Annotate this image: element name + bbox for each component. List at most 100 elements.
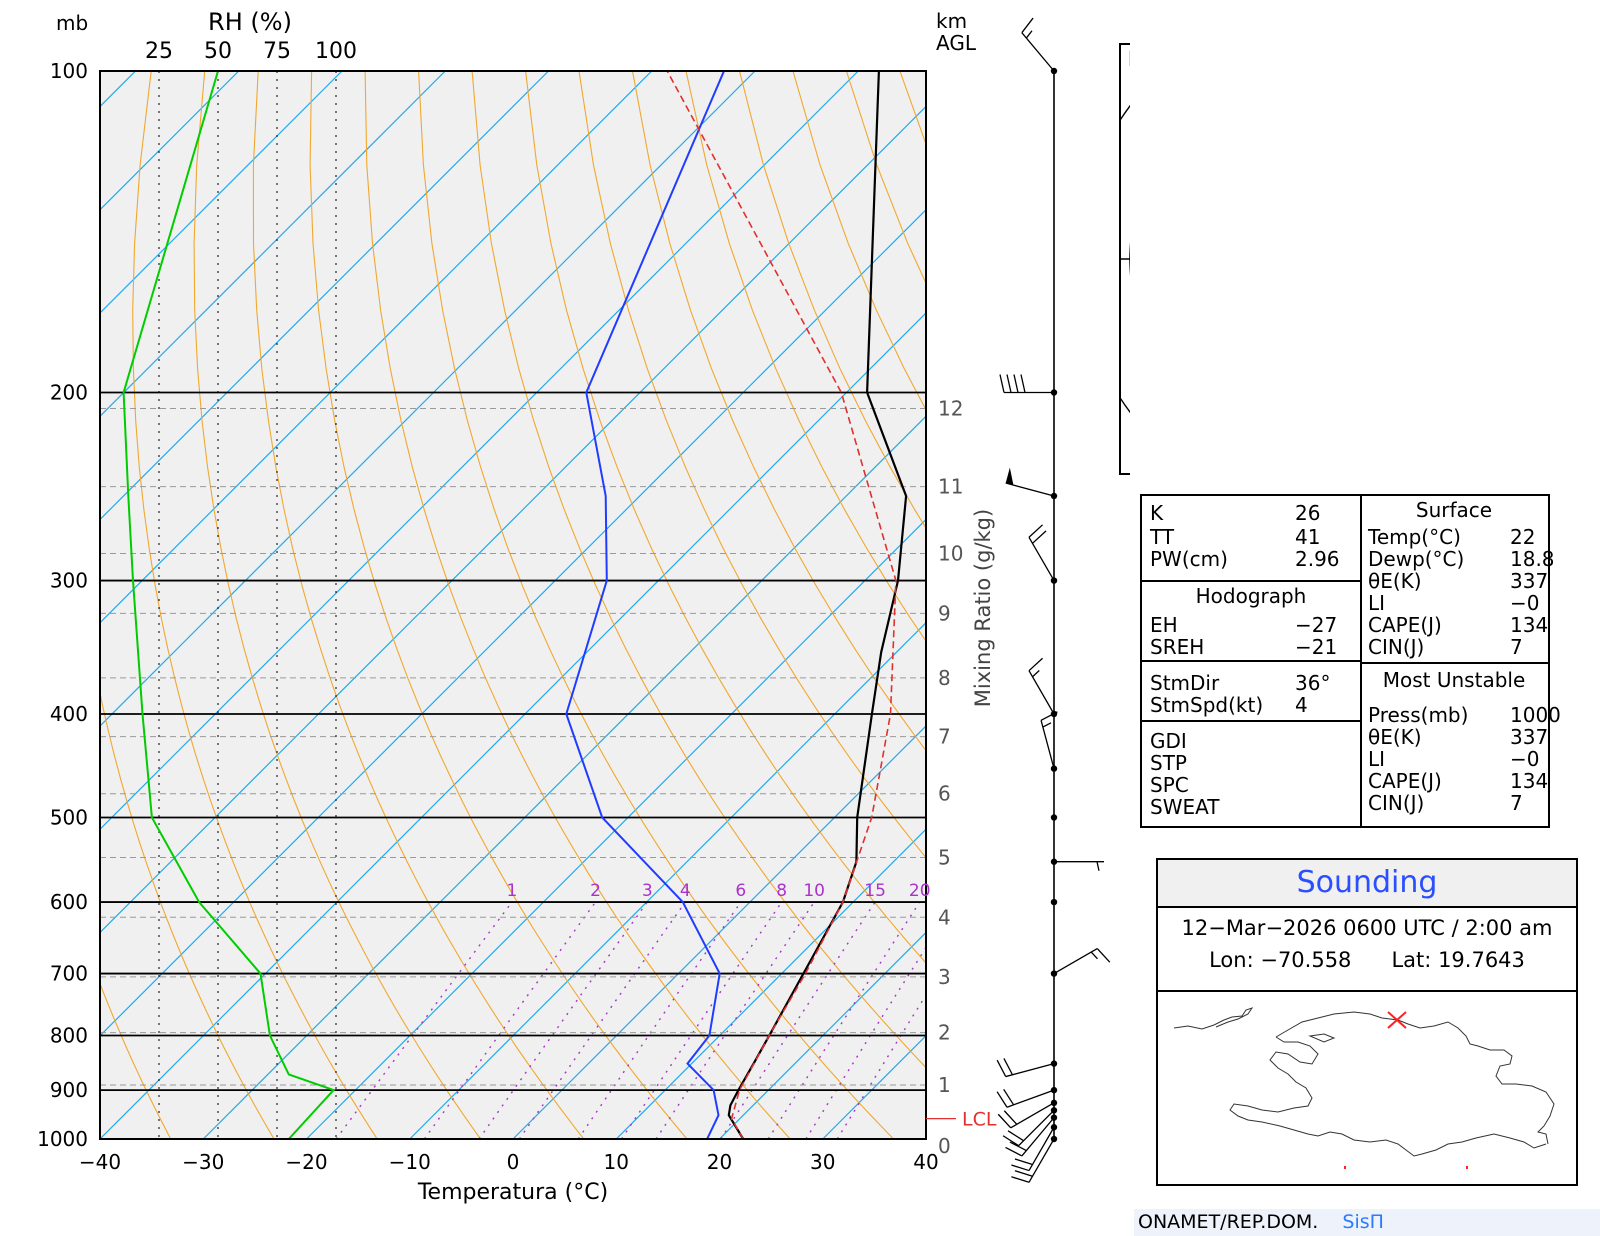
index-row: EH −27 — [1150, 613, 1338, 637]
hodograph-units-label: knots — [1128, 47, 1130, 71]
wind-barb — [1053, 948, 1098, 975]
index-row: SREH −21 — [1150, 635, 1338, 659]
latitude: 19.7643 — [1438, 948, 1525, 972]
x-axis-label: Temperatura (°C) — [417, 1180, 608, 1205]
height-tick-label: 4 — [938, 905, 951, 929]
dry-adiabat — [100, 982, 172, 1139]
height-tick-label: 8 — [938, 666, 951, 690]
mixing-ratio-label: 15 — [864, 881, 886, 901]
wind-barb-feather — [1032, 670, 1040, 678]
sounding-date: 12−Mar−2026 0600 UTC / 2:00 am — [1181, 916, 1553, 940]
mixing-ratio-label: 4 — [680, 881, 691, 901]
indices-panel: K 26 TT 41 PW(cm) 2.96 Hodograph EH −27 SREH… — [1140, 494, 1561, 828]
x-tick-label: −30 — [182, 1150, 224, 1174]
most-unstable-header: Most Unstable — [1382, 668, 1526, 692]
isotherm — [100, 105, 926, 934]
wind-barb — [1005, 482, 1055, 497]
index-row: LI −0 — [1368, 591, 1540, 615]
wind-barb-feather — [1032, 530, 1047, 544]
wind-barb-feather — [1096, 948, 1111, 963]
index-row: CAPE(J) 134 — [1368, 613, 1549, 637]
sounding-coords: Lon: −70.558 Lat: 19.7643 — [1209, 948, 1525, 972]
pressure-tick-label: 700 — [50, 962, 88, 986]
wind-barb-feather — [1028, 524, 1044, 538]
index-row: CAPE(J) 134 — [1368, 769, 1549, 793]
wind-barb-feather — [1020, 374, 1026, 393]
dry-adiabat — [252, 71, 585, 1139]
location-marker — [1387, 1011, 1407, 1029]
surface-header: Surface — [1415, 498, 1493, 522]
index-row: PW(cm) 2.96 — [1150, 547, 1340, 571]
wind-barb-feather — [996, 1059, 1007, 1077]
height-tick-label: 9 — [938, 601, 951, 625]
rh-tick-label: 100 — [315, 39, 357, 64]
wind-barb — [1028, 670, 1055, 715]
x-tick-label: 40 — [913, 1150, 938, 1174]
x-tick-label: 0 — [507, 1150, 520, 1174]
dry-adiabat — [1007, 71, 1130, 1139]
height-tick-label: 6 — [938, 782, 951, 806]
wind-barb-feather — [1009, 1141, 1027, 1152]
mixing-ratio-label: 6 — [735, 881, 746, 901]
pressure-tick-label: 900 — [50, 1078, 88, 1102]
dry-adiabat — [471, 71, 926, 1069]
footer-bar: ONAMET/REP.DOM. SisΠ — [1134, 1209, 1600, 1236]
height-tick-label: 7 — [938, 725, 951, 749]
footer-org: ONAMET/REP.DOM. — [1138, 1211, 1319, 1233]
height-tick-label: 3 — [938, 965, 951, 989]
index-row: Temp(°C) 22 — [1368, 525, 1536, 549]
isotherm — [202, 415, 926, 1139]
index-row: TT 41 — [1150, 525, 1321, 549]
island-map — [1173, 1007, 1555, 1169]
height-tick-label: 0 — [938, 1134, 951, 1158]
dry-adiabat — [193, 71, 481, 1139]
rh-axis-label: RH (%) — [208, 8, 292, 36]
dry-adiabat — [309, 71, 688, 1139]
mixing-ratio-axis-label: Mixing Ratio (g/kg) — [971, 509, 995, 707]
series-parcel — [666, 71, 897, 1139]
wind-barb — [1021, 1117, 1055, 1157]
dry-adiabat — [899, 71, 926, 146]
index-row: θE(K) 337 — [1368, 569, 1549, 593]
pressure-tick-label: 600 — [50, 890, 88, 914]
wind-barb-feather — [997, 1113, 1012, 1129]
pressure-tick-label: 200 — [50, 381, 88, 405]
wind-barb-flag — [1005, 467, 1014, 486]
mixing-ratio-label: 10 — [803, 881, 825, 901]
height-tick-label: 12 — [938, 396, 963, 420]
height-tick-label: 1 — [938, 1073, 951, 1097]
dry-adiabat — [578, 71, 926, 859]
wind-barb — [1010, 1102, 1055, 1129]
height-tick-label: 10 — [938, 542, 963, 566]
wind-barb-feather — [1014, 1170, 1033, 1177]
index-row: Press(mb) 1000 — [1368, 703, 1561, 727]
index-row: K 26 — [1150, 501, 1321, 525]
index-row: Dewp(°C) 18.8 — [1368, 547, 1555, 571]
wind-barb-feather — [1096, 861, 1100, 871]
island-outline — [1308, 1033, 1336, 1043]
wind-barb-feather — [1042, 722, 1052, 728]
sounding-title: Sounding — [1158, 860, 1576, 908]
mixing-ratio-label: 1 — [506, 881, 517, 901]
wind-barb-feather — [1028, 657, 1044, 672]
mixing-ratio-label: 3 — [642, 881, 653, 901]
wind-barb — [1028, 536, 1055, 581]
wind-barb — [1006, 1089, 1055, 1108]
barb-point — [1050, 898, 1058, 906]
mixing-ratio-label: 20 — [909, 881, 931, 901]
dry-adiabat — [631, 71, 926, 752]
wind-barb-feather — [1003, 1088, 1015, 1106]
indices-left-column: K 26 TT 41 PW(cm) 2.96 Hodograph EH −27 SREH… — [1142, 496, 1362, 826]
isotherm — [100, 71, 756, 727]
index-row: LI −0 — [1368, 747, 1540, 771]
x-tick-label: 10 — [604, 1150, 629, 1174]
dry-adiabat — [418, 71, 894, 1139]
wind-barb-feather — [996, 1091, 1008, 1108]
wind-barb-feather — [1025, 30, 1033, 39]
pressure-tick-label: 300 — [50, 569, 88, 593]
isotherm — [512, 725, 926, 1139]
wind-barb-feather — [1003, 1110, 1018, 1125]
wind-barb — [1018, 1109, 1055, 1147]
wind-barb-feather — [1014, 1158, 1033, 1166]
